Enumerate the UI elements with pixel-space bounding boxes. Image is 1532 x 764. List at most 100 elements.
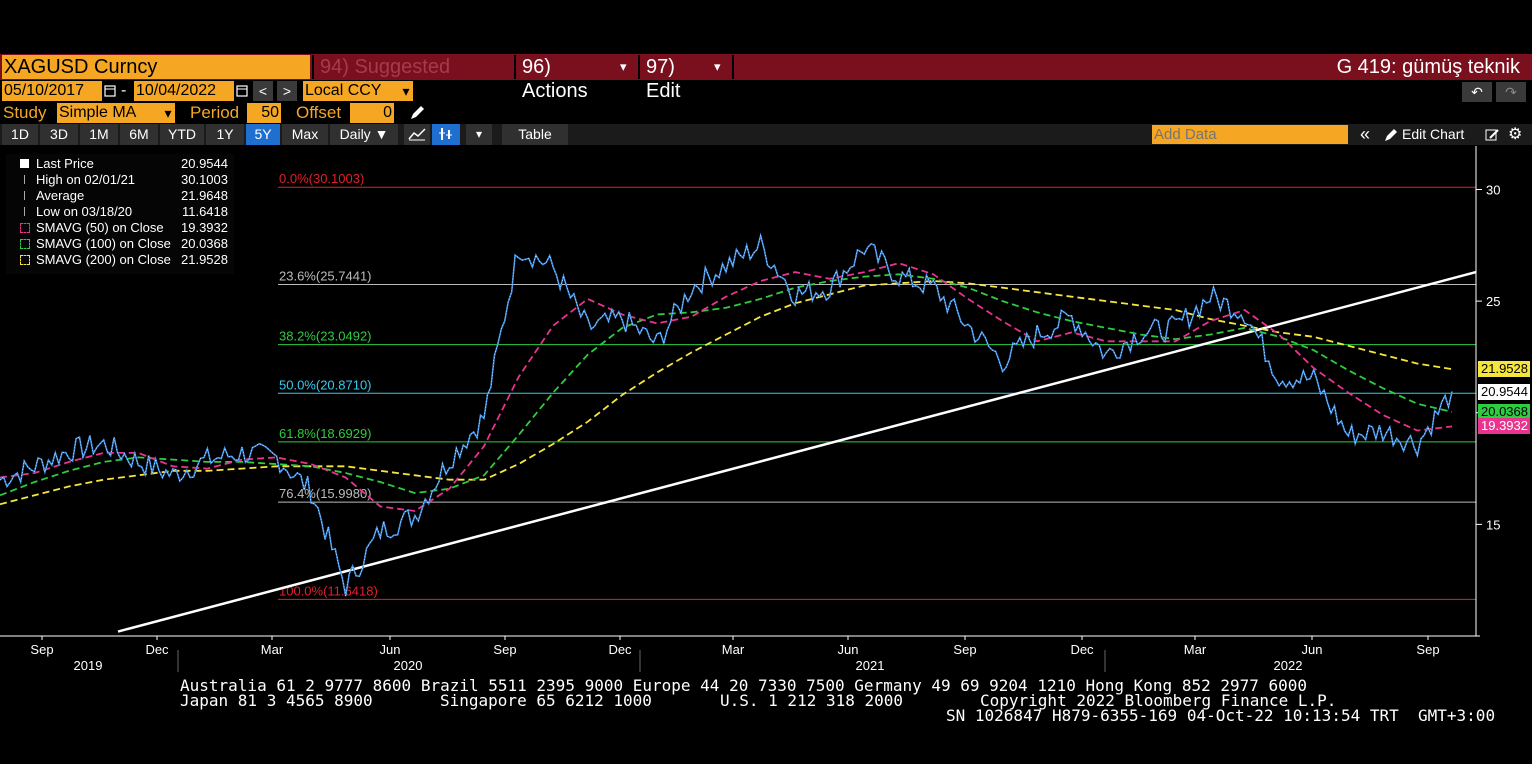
period-3d-button[interactable]: 3D: [40, 124, 78, 145]
period-field[interactable]: 50: [247, 103, 281, 123]
suggested-charts-menu[interactable]: 94) Suggested Charts: [320, 56, 451, 102]
legend-marker: [20, 255, 30, 265]
currency-chevron-down-icon[interactable]: ▾: [399, 81, 413, 101]
edit-chevron-down-icon[interactable]: ▾: [714, 59, 721, 74]
collapse-icon[interactable]: «: [1359, 124, 1370, 144]
sma200-line: [0, 280, 1453, 506]
calendar-icon[interactable]: [236, 83, 248, 97]
x-tick-label: Sep: [30, 642, 53, 657]
legend-value: 30.1003: [181, 172, 228, 187]
legend-value: 19.3932: [181, 220, 228, 235]
footer: Australia 61 2 9777 8600 Brazil 5511 239…: [0, 676, 1532, 764]
price-chart: 0.0%(30.1003) 23.6%(25.7441) 38.2%(23.0492…: [0, 146, 1500, 673]
end-date-field[interactable]: 10/04/2022: [134, 81, 234, 101]
legend-row: SMAVG (100) on Close 20.0368: [6, 236, 234, 252]
price-bars: [0, 234, 1453, 597]
x-tick-label: Jun: [380, 642, 401, 657]
start-date-field[interactable]: 05/10/2017: [2, 81, 102, 101]
period-1d-button[interactable]: 1D: [2, 124, 38, 145]
legend-row: High on 02/01/21 30.1003: [6, 172, 234, 188]
chart-title: G 419: gümüş teknik: [1336, 56, 1520, 78]
separator: [732, 55, 734, 79]
legend-name: Low on 03/18/20: [36, 204, 133, 219]
legend-row: SMAVG (200) on Close 21.9528: [6, 252, 234, 268]
x-tick-label: Dec: [608, 642, 632, 657]
edit-menu[interactable]: 97) Edit: [646, 56, 681, 102]
study-label: Study: [3, 103, 47, 122]
period-1y-button[interactable]: 1Y: [206, 124, 244, 145]
x-tick-label: Mar: [261, 642, 284, 657]
legend-value: 20.0368: [181, 236, 228, 251]
fib-level-label: 38.2%(23.0492): [279, 329, 372, 344]
edit-icon[interactable]: [1484, 127, 1500, 143]
legend-marker: [20, 239, 30, 249]
legend-marker: [20, 159, 29, 168]
last-value-tag: 19.3932: [1478, 418, 1530, 435]
legend-value: 20.9544: [181, 156, 228, 171]
period-ytd-button[interactable]: YTD: [160, 124, 204, 145]
x-tick-label: Mar: [1184, 642, 1207, 657]
legend-marker: [24, 191, 26, 200]
ticker-field[interactable]: XAGUSD Curncy: [2, 55, 310, 79]
next-period-button[interactable]: >: [277, 81, 297, 101]
chart-type-chevron-down-icon[interactable]: ▾: [466, 124, 492, 145]
y-tick-label: 25: [1486, 294, 1500, 309]
offset-label: Offset: [296, 103, 342, 122]
fib-level-label: 0.0%(30.1003): [279, 171, 364, 186]
legend-marker: [24, 207, 26, 216]
period-max-button[interactable]: Max: [282, 124, 328, 145]
add-data-input[interactable]: [1152, 125, 1348, 144]
table-button[interactable]: Table: [502, 124, 568, 145]
year-label: 2021: [856, 658, 885, 673]
actions-chevron-down-icon[interactable]: ▾: [620, 59, 627, 74]
redo-icon[interactable]: ↷: [1496, 82, 1526, 102]
legend-name: SMAVG (100) on Close: [36, 236, 171, 251]
x-tick-label: Jun: [838, 642, 859, 657]
line-chart-icon[interactable]: [404, 124, 430, 145]
legend-name: Average: [36, 188, 85, 203]
bar-chart-icon[interactable]: [432, 124, 460, 145]
x-tick-label: Sep: [953, 642, 976, 657]
legend-name: SMAVG (200) on Close: [36, 252, 171, 267]
fib-level-label: 23.6%(25.7441): [279, 269, 372, 284]
study-chevron-down-icon[interactable]: ▾: [161, 103, 175, 123]
period-1m-button[interactable]: 1M: [80, 124, 118, 145]
study-select[interactable]: Simple MA: [57, 103, 161, 123]
last-value-tag: 20.0368: [1478, 403, 1530, 420]
x-tick-label: Sep: [493, 642, 516, 657]
pencil-icon[interactable]: [408, 104, 426, 122]
separator: [312, 55, 314, 79]
fib-level-label: 61.8%(18.6929): [279, 426, 372, 441]
x-tick-label: Jun: [1302, 642, 1323, 657]
footer-serial: SN 1026847 H879-6355-169 04-Oct-22 10:13…: [946, 706, 1496, 725]
chart-legend: Last Price 20.9544 High on 02/01/21 30.1003…: [6, 154, 234, 274]
gear-icon[interactable]: ⚙: [1508, 126, 1523, 143]
legend-row: Low on 03/18/20 11.6418: [6, 204, 234, 220]
currency-select[interactable]: Local CCY: [303, 81, 399, 101]
period-5y-button[interactable]: 5Y: [246, 124, 280, 145]
last-value-tag: 20.9544: [1478, 383, 1530, 400]
sma100-line: [0, 273, 1453, 497]
x-tick-label: Dec: [1070, 642, 1094, 657]
pencil-icon[interactable]: [1383, 127, 1399, 143]
prev-period-button[interactable]: <: [253, 81, 273, 101]
y-tick-label: 15: [1486, 517, 1500, 532]
legend-name: High on 02/01/21: [36, 172, 136, 187]
undo-icon[interactable]: ↶: [1462, 82, 1492, 102]
period-6m-button[interactable]: 6M: [120, 124, 158, 145]
legend-marker: [24, 175, 26, 184]
legend-value: 21.9648: [181, 188, 228, 203]
last-value-tag: 21.9528: [1478, 361, 1530, 378]
legend-value: 11.6418: [181, 204, 228, 219]
y-tick-label: 30: [1486, 182, 1500, 197]
trend-line: [117, 270, 1477, 633]
edit-chart-button[interactable]: Edit Chart: [1402, 126, 1465, 142]
frequency-select[interactable]: Daily ▼: [330, 124, 398, 145]
fib-level-label: 76.4%(15.9980): [279, 486, 372, 501]
separator: [638, 55, 640, 79]
calendar-icon[interactable]: [104, 83, 116, 97]
offset-field[interactable]: 0: [350, 103, 394, 123]
actions-menu[interactable]: 96) Actions: [522, 56, 588, 102]
footer-copyright: Copyright 2022 Bloomberg Finance L.P.: [980, 691, 1337, 710]
x-tick-label: Sep: [1416, 642, 1439, 657]
